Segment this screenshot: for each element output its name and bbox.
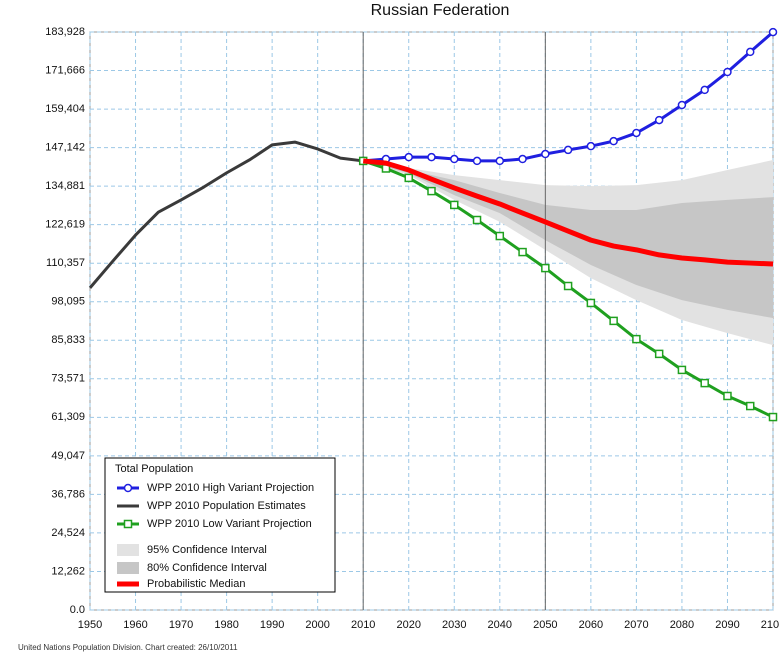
point-marker bbox=[654, 349, 664, 359]
point-marker bbox=[609, 136, 618, 146]
point-marker bbox=[563, 145, 573, 155]
legend-label: Probabilistic Median bbox=[147, 578, 245, 590]
y-tick-label: 0.0 bbox=[70, 604, 85, 616]
point-marker bbox=[563, 281, 573, 291]
legend-marker bbox=[123, 483, 133, 493]
legend-swatch bbox=[117, 544, 139, 556]
point-marker bbox=[450, 200, 459, 210]
point-marker bbox=[541, 149, 550, 159]
point-marker bbox=[472, 156, 482, 166]
x-tick-label: 2020 bbox=[396, 619, 420, 631]
point-marker bbox=[427, 186, 436, 196]
confidence-band bbox=[363, 160, 773, 319]
legend-title: Total Population bbox=[115, 463, 193, 475]
point-marker bbox=[450, 154, 459, 164]
point-marker bbox=[404, 152, 413, 162]
x-tick-label: 1980 bbox=[214, 619, 238, 631]
point-marker bbox=[632, 334, 641, 344]
y-tick-label: 171,666 bbox=[45, 64, 85, 76]
point-marker bbox=[768, 412, 778, 422]
y-tick-label: 147,142 bbox=[45, 142, 85, 154]
y-tick-label: 134,881 bbox=[45, 180, 85, 192]
point-marker bbox=[654, 115, 664, 125]
x-tick-label: 2070 bbox=[624, 619, 648, 631]
point-marker bbox=[495, 156, 505, 166]
point-marker bbox=[768, 27, 778, 37]
y-tick-label: 24,524 bbox=[51, 527, 85, 539]
legend-label: WPP 2010 Low Variant Projection bbox=[147, 518, 312, 530]
y-tick-label: 159,404 bbox=[45, 103, 85, 115]
y-tick-label: 73,571 bbox=[51, 373, 85, 385]
x-tick-label: 1960 bbox=[123, 619, 147, 631]
legend-marker bbox=[123, 519, 133, 529]
y-tick-label: 85,833 bbox=[51, 334, 85, 346]
point-marker bbox=[745, 47, 755, 57]
chart-title: Russian Federation bbox=[371, 2, 510, 19]
legend-swatch bbox=[117, 562, 139, 574]
y-tick-label: 122,619 bbox=[45, 219, 85, 231]
x-tick-label: 2030 bbox=[442, 619, 466, 631]
x-tick-label: 1990 bbox=[260, 619, 284, 631]
y-tick-label: 61,309 bbox=[51, 411, 85, 423]
point-marker bbox=[404, 173, 413, 183]
point-marker bbox=[609, 316, 618, 326]
point-marker bbox=[723, 67, 732, 77]
x-tick-label: 1950 bbox=[78, 619, 102, 631]
legend-label: WPP 2010 High Variant Projection bbox=[147, 482, 314, 494]
legend-label: 95% Confidence Interval bbox=[147, 544, 267, 556]
point-marker bbox=[541, 263, 550, 273]
series-line bbox=[362, 158, 774, 267]
source-note: United Nations Population Division. Char… bbox=[18, 643, 238, 652]
series-line bbox=[88, 140, 364, 289]
y-tick-label: 183,928 bbox=[45, 26, 85, 38]
legend-box bbox=[104, 457, 336, 593]
y-tick-label: 98,095 bbox=[51, 296, 85, 308]
point-marker bbox=[518, 247, 527, 257]
point-marker bbox=[700, 85, 709, 95]
x-tick-label: 2040 bbox=[488, 619, 512, 631]
point-marker bbox=[586, 141, 596, 151]
x-tick-label: 2050 bbox=[533, 619, 557, 631]
y-tick-label: 12,262 bbox=[51, 565, 85, 577]
point-marker bbox=[677, 100, 687, 110]
legend-label: WPP 2010 Population Estimates bbox=[147, 500, 306, 512]
x-tick-label: 2000 bbox=[305, 619, 329, 631]
point-marker bbox=[495, 231, 505, 241]
y-tick-label: 49,047 bbox=[51, 450, 85, 462]
point-marker bbox=[427, 152, 436, 162]
x-tick-label: 2100 bbox=[761, 619, 779, 631]
point-marker bbox=[677, 365, 687, 375]
point-marker bbox=[632, 128, 641, 138]
point-marker bbox=[518, 154, 527, 164]
x-tick-label: 2080 bbox=[670, 619, 694, 631]
legend-label: 80% Confidence Interval bbox=[147, 562, 267, 574]
point-marker bbox=[472, 215, 482, 225]
point-marker bbox=[745, 401, 755, 411]
x-tick-label: 2010 bbox=[351, 619, 375, 631]
point-marker bbox=[723, 391, 732, 401]
x-tick-label: 2060 bbox=[579, 619, 603, 631]
x-tick-label: 1970 bbox=[169, 619, 193, 631]
point-marker bbox=[700, 378, 709, 388]
y-tick-label: 110,357 bbox=[46, 257, 85, 269]
point-marker bbox=[586, 298, 596, 308]
x-tick-label: 2090 bbox=[715, 619, 739, 631]
y-tick-label: 36,786 bbox=[51, 488, 85, 500]
